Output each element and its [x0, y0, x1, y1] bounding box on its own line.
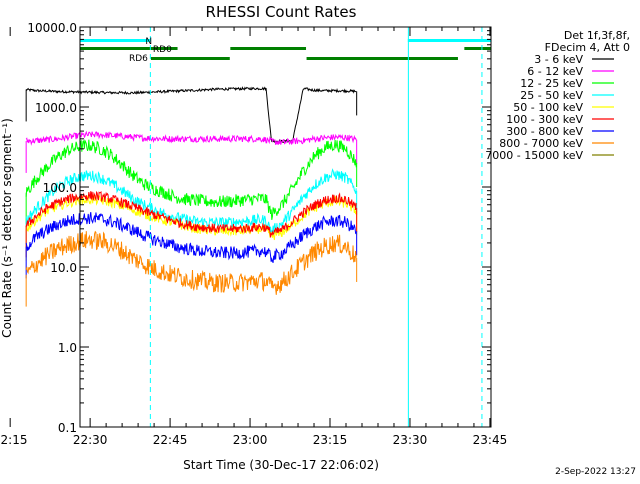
- legend-entry-label: 7000 - 15000 keV: [485, 149, 583, 162]
- legend-entry-label: 3 - 6 keV: [534, 53, 583, 66]
- night-bar: [407, 39, 491, 42]
- rd6-bar: [306, 57, 458, 60]
- x-tick-label: 23:45: [473, 433, 508, 447]
- y-axis-label: Count Rate (s⁻¹ detector segment⁻¹): [0, 118, 14, 338]
- rd0-bar: [464, 47, 491, 50]
- night-bar: [80, 39, 151, 42]
- chart-title: RHESSI Count Rates: [206, 3, 357, 21]
- series-trace: [25, 190, 357, 238]
- rd0-bar: [230, 47, 307, 50]
- y-tick-label: 10.0: [50, 261, 77, 275]
- x-tick-label: 23:15: [313, 433, 348, 447]
- series-300-800-kev: [25, 212, 358, 279]
- y-tick-label: 1000.0: [35, 101, 77, 115]
- legend-entry-label: 6 - 12 keV: [527, 65, 583, 78]
- series-6-12-kev: [25, 130, 358, 173]
- series-3-6-kev: [25, 86, 358, 144]
- y-tick-label: 0.1: [58, 421, 77, 435]
- series-trace: [25, 212, 357, 263]
- series-trace: [25, 168, 357, 235]
- footer-date: 2-Sep-2022 13:27: [555, 467, 636, 477]
- x-tick-label: 22:45: [153, 433, 188, 447]
- y-tick-label: 100.0: [43, 181, 77, 195]
- x-tick-label: 22:30: [73, 433, 108, 447]
- y-tick-label: 1.0: [58, 341, 77, 355]
- y-tick-label: 10000.0: [27, 21, 77, 35]
- series-layer: [25, 86, 358, 307]
- x-axis-label: Start Time (30-Dec-17 22:06:02): [183, 458, 379, 472]
- legend-entry-label: 12 - 25 keV: [520, 77, 583, 90]
- legend-header-line: Det 1f,3f,8f,: [564, 29, 630, 42]
- state-label-n: N: [145, 37, 152, 47]
- x-tick-label: 23:00: [233, 433, 268, 447]
- series-trace: [25, 139, 357, 220]
- state-label-rd0: RD0: [153, 45, 172, 55]
- plot-frame: [79, 26, 492, 428]
- legend-entry-label: 800 - 7000 keV: [499, 137, 583, 150]
- legend-header-line: FDecim 4, Att 0: [545, 41, 630, 54]
- rd6-bar: [150, 57, 230, 60]
- series-trace: [25, 230, 357, 295]
- x-tick-label: 22:15: [0, 433, 27, 447]
- series-trace: [25, 86, 357, 144]
- legend-entry-label: 300 - 800 keV: [506, 125, 583, 138]
- legend-entry-label: 100 - 300 keV: [506, 113, 583, 126]
- series-trace: [25, 130, 357, 146]
- rd0-bar: [80, 47, 178, 50]
- legend-entry-label: 25 - 50 keV: [520, 89, 583, 102]
- x-tick-label: 23:30: [393, 433, 428, 447]
- axes-layer: 10000.0 1000.0 100.0 10.0 1.0 0.1 22:15 22:30 22…: [0, 21, 507, 447]
- series-800-7000-kev: [25, 230, 358, 307]
- state-label-rd6: RD6: [129, 54, 148, 64]
- legend-entry-label: 50 - 100 keV: [513, 101, 583, 114]
